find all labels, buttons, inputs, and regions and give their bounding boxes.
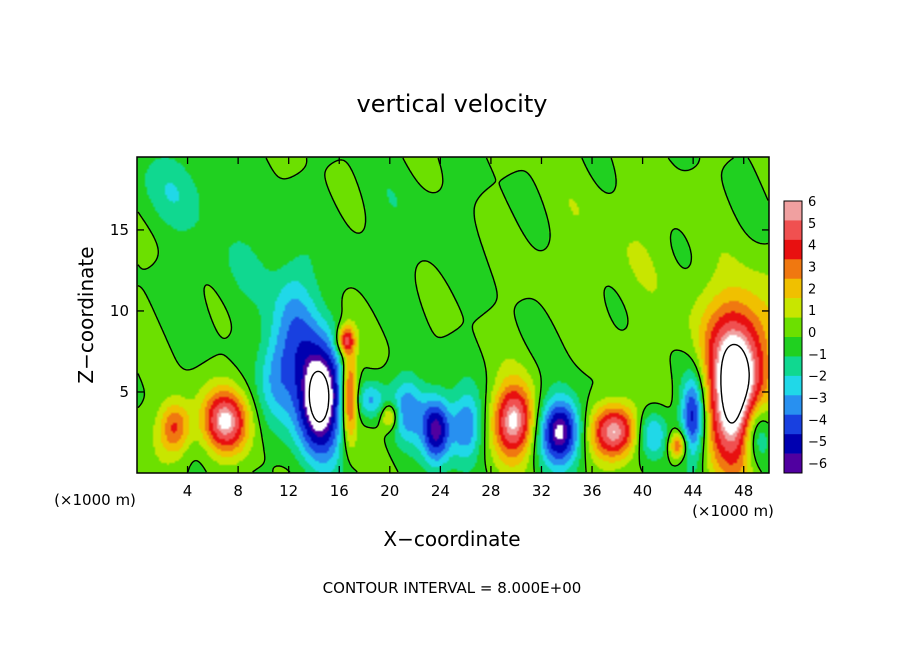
colorbar-swatch bbox=[784, 239, 802, 260]
contour-line bbox=[137, 157, 769, 473]
colorbar-swatch bbox=[784, 375, 802, 396]
plot-frame bbox=[136, 156, 770, 474]
colorbar-swatch bbox=[784, 298, 802, 318]
x-tick-label: 28 bbox=[481, 482, 500, 500]
colorbar-label: −1 bbox=[808, 348, 827, 363]
contour-line bbox=[308, 370, 330, 423]
colorbar-label: 4 bbox=[808, 239, 816, 254]
contour-line bbox=[720, 343, 750, 424]
colorbar-swatch bbox=[784, 453, 802, 474]
colorbar-label: 0 bbox=[808, 326, 816, 341]
colorbar-swatch bbox=[784, 434, 802, 454]
x-axis-label: X−coordinate bbox=[383, 527, 520, 551]
colorbar-label: 5 bbox=[808, 217, 816, 232]
x-tick-label: 8 bbox=[233, 482, 243, 500]
colorbar-label: −4 bbox=[808, 413, 827, 428]
colorbar-swatch bbox=[784, 201, 802, 221]
colorbar: 6 5 4 3 2 1 0 −1 −2 −3 −4 −5 −6 bbox=[783, 195, 827, 474]
x-tick-label: 32 bbox=[532, 482, 551, 500]
y-axis-label: Z−coordinate bbox=[74, 246, 98, 383]
x-axis: 4 8 12 16 20 24 28 32 36 40 44 48 bbox=[183, 157, 753, 500]
colorbar-swatch bbox=[784, 259, 802, 280]
contour-lines bbox=[137, 157, 769, 473]
colorbar-swatch bbox=[784, 337, 802, 357]
x-unit-label-left: (×1000 m) bbox=[54, 491, 136, 509]
chart-title: vertical velocity bbox=[357, 90, 548, 118]
y-axis: 5 10 15 bbox=[110, 221, 769, 401]
y-tick-label: 10 bbox=[110, 302, 129, 320]
colorbar-label: −5 bbox=[808, 435, 827, 450]
colorbar-swatch bbox=[784, 220, 802, 241]
colorbar-label: 1 bbox=[808, 304, 816, 319]
x-tick-label: 36 bbox=[582, 482, 601, 500]
y-tick-label: 5 bbox=[119, 383, 129, 401]
x-tick-label: 40 bbox=[633, 482, 652, 500]
x-tick-label: 20 bbox=[380, 482, 399, 500]
colorbar-swatch bbox=[784, 356, 802, 377]
colorbar-label: 6 bbox=[808, 195, 816, 210]
colorbar-swatch bbox=[784, 395, 802, 416]
x-tick-label: 16 bbox=[330, 482, 349, 500]
colorbar-swatch bbox=[784, 317, 802, 338]
x-tick-label: 44 bbox=[684, 482, 703, 500]
colorbar-frame bbox=[783, 200, 803, 474]
y-tick-label: 15 bbox=[110, 221, 129, 239]
colorbar-label: 2 bbox=[808, 282, 816, 297]
contour-interval-note: CONTOUR INTERVAL = 8.000E+00 bbox=[323, 579, 582, 597]
x-tick-label: 12 bbox=[279, 482, 298, 500]
x-tick-label: 48 bbox=[734, 482, 753, 500]
x-tick-label: 4 bbox=[183, 482, 193, 500]
x-unit-label-right: (×1000 m) bbox=[692, 502, 774, 520]
colorbar-swatch bbox=[784, 278, 802, 299]
colorbar-label: −6 bbox=[808, 457, 827, 472]
x-tick-label: 24 bbox=[431, 482, 450, 500]
plot-area bbox=[136, 156, 770, 474]
colorbar-label: 3 bbox=[808, 261, 816, 276]
colorbar-label: −2 bbox=[808, 370, 827, 385]
heatmap-field bbox=[137, 157, 769, 473]
colorbar-label: −3 bbox=[808, 392, 827, 407]
colorbar-swatch bbox=[784, 414, 802, 435]
